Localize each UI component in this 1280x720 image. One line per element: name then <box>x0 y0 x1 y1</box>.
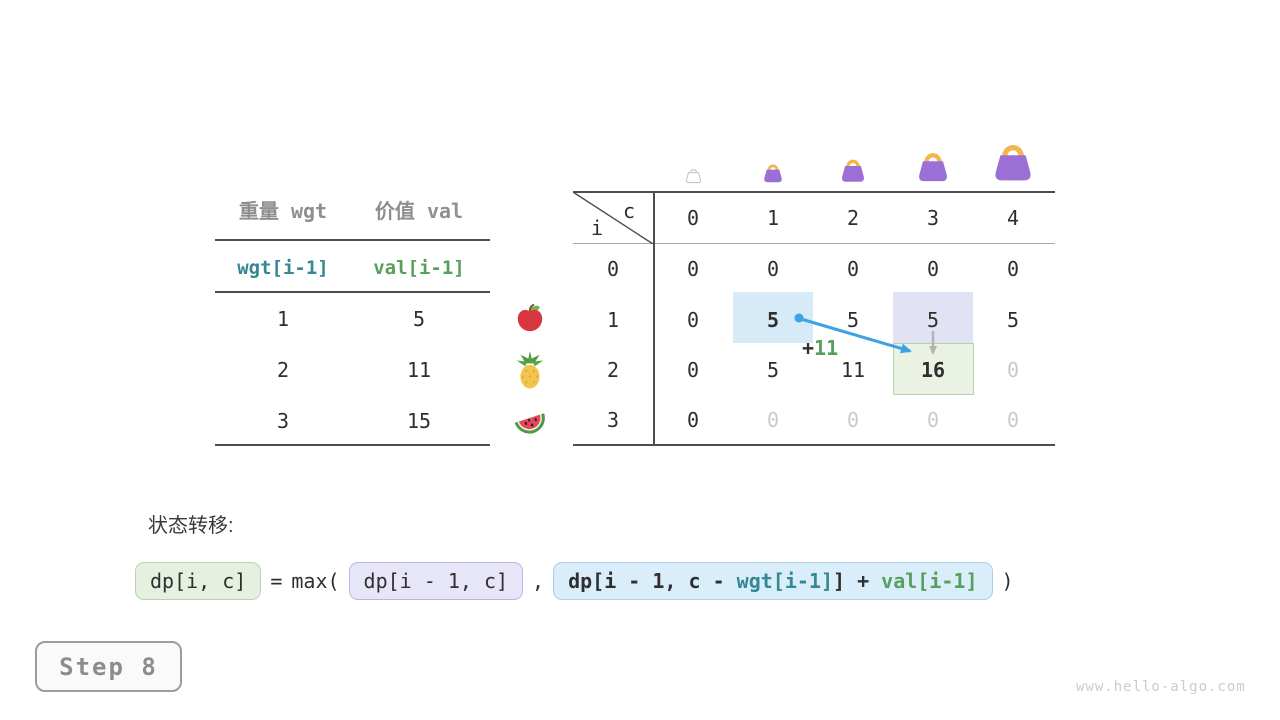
watermelon-icon <box>512 406 548 436</box>
dp-col-header-3: 3 <box>926 206 940 230</box>
apple-icon <box>515 303 545 333</box>
bag-icon <box>838 154 868 184</box>
dp-table-rule-top <box>573 191 1055 193</box>
bag-icon <box>989 136 1037 184</box>
formula-close-paren: ) <box>1001 569 1014 593</box>
dp-cell-1-2: 5 <box>846 308 860 332</box>
transition-plus-value-label: +11 <box>802 336 838 360</box>
item-row-weight: 2 <box>276 358 290 382</box>
bag-ghost-icon <box>683 165 703 184</box>
dp-col-header-2: 2 <box>846 206 860 230</box>
dp-cell-0-2: 0 <box>846 257 860 281</box>
dp-row-header-1: 1 <box>606 308 620 332</box>
state-transition-label: 状态转移: <box>148 515 234 537</box>
item-row-weight: 3 <box>276 409 290 433</box>
formula-arg2-bracket: ] <box>833 569 846 593</box>
items-table-rule-bottom <box>215 444 490 446</box>
dp-cell-2-1: 5 <box>766 358 780 382</box>
dp-cell-0-4: 0 <box>1006 257 1020 281</box>
dp-cell-1-4: 5 <box>1006 308 1020 332</box>
formula-arg2-plus: + <box>845 569 882 593</box>
formula-max-open: max( <box>291 569 340 593</box>
items-symbol-wgt: wgt[i-1] <box>237 257 329 279</box>
formula-arg1-box: dp[i - 1, c] <box>348 562 524 600</box>
dp-cell-1-0: 0 <box>686 308 700 332</box>
dp-cell-1-3: 5 <box>926 308 940 332</box>
dp-cell-3-2: 0 <box>846 408 860 432</box>
item-row-weight: 1 <box>276 307 290 331</box>
pineapple-icon <box>513 351 547 389</box>
plus-sign: + <box>802 336 815 360</box>
dp-cell-3-3: 0 <box>926 408 940 432</box>
dp-corner-row-label: i <box>590 216 604 240</box>
state-transition-formula: dp[i, c] = max( dp[i - 1, c] , dp[i - 1,… <box>135 558 1014 604</box>
bag-icon <box>761 160 785 184</box>
added-value: 11 <box>814 336 839 360</box>
dp-cell-2-4: 0 <box>1006 358 1020 382</box>
watermark: www.hello-algo.com <box>1076 679 1246 695</box>
formula-arg2-val: val[i-1] <box>881 569 978 593</box>
step-badge[interactable]: Step 8 <box>35 641 182 692</box>
dp-col-header-1: 1 <box>766 206 780 230</box>
dp-cell-3-4: 0 <box>1006 408 1020 432</box>
items-header-weight: 重量 wgt <box>238 199 328 223</box>
dp-table-rule-header <box>573 243 1055 244</box>
dp-table-vertical-divider <box>653 191 655 446</box>
dp-cell-2-2: 11 <box>840 358 866 382</box>
dp-cell-3-0: 0 <box>686 408 700 432</box>
dp-col-header-0: 0 <box>686 206 700 230</box>
formula-equals: = <box>270 569 283 593</box>
dp-col-header-4: 4 <box>1006 206 1020 230</box>
dp-cell-1-1: 5 <box>766 308 780 332</box>
formula-arg2-box: dp[i - 1, c - wgt[i-1]] + val[i-1] <box>553 562 993 600</box>
dp-row-header-3: 3 <box>606 408 620 432</box>
dp-corner-col-label: c <box>622 199 636 223</box>
dp-cell-0-0: 0 <box>686 257 700 281</box>
items-table-rule-mid <box>215 291 490 293</box>
step-badge-label: Step 8 <box>59 652 158 681</box>
dp-cell-0-3: 0 <box>926 257 940 281</box>
bag-icon <box>914 146 952 184</box>
items-symbol-val: val[i-1] <box>373 257 465 279</box>
dp-cell-3-1: 0 <box>766 408 780 432</box>
item-row-value: 11 <box>406 358 432 382</box>
item-row-value: 15 <box>406 409 432 433</box>
dp-cell-0-1: 0 <box>766 257 780 281</box>
formula-arg2-wgt: wgt[i-1] <box>736 569 833 593</box>
dp-row-header-2: 2 <box>606 358 620 382</box>
dp-cell-2-0: 0 <box>686 358 700 382</box>
formula-comma: , <box>532 569 545 593</box>
dp-row-header-0: 0 <box>606 257 620 281</box>
formula-lhs-box: dp[i, c] <box>135 562 262 600</box>
items-table-rule-top <box>215 239 490 241</box>
item-row-value: 5 <box>412 307 426 331</box>
dp-table-rule-bottom <box>573 444 1055 446</box>
dp-corner-diagonal <box>573 192 653 244</box>
items-header-value: 价值 val <box>374 199 464 223</box>
formula-arg2-prefix: dp[i - 1, c - <box>568 569 737 593</box>
dp-cell-2-3: 16 <box>920 358 946 382</box>
